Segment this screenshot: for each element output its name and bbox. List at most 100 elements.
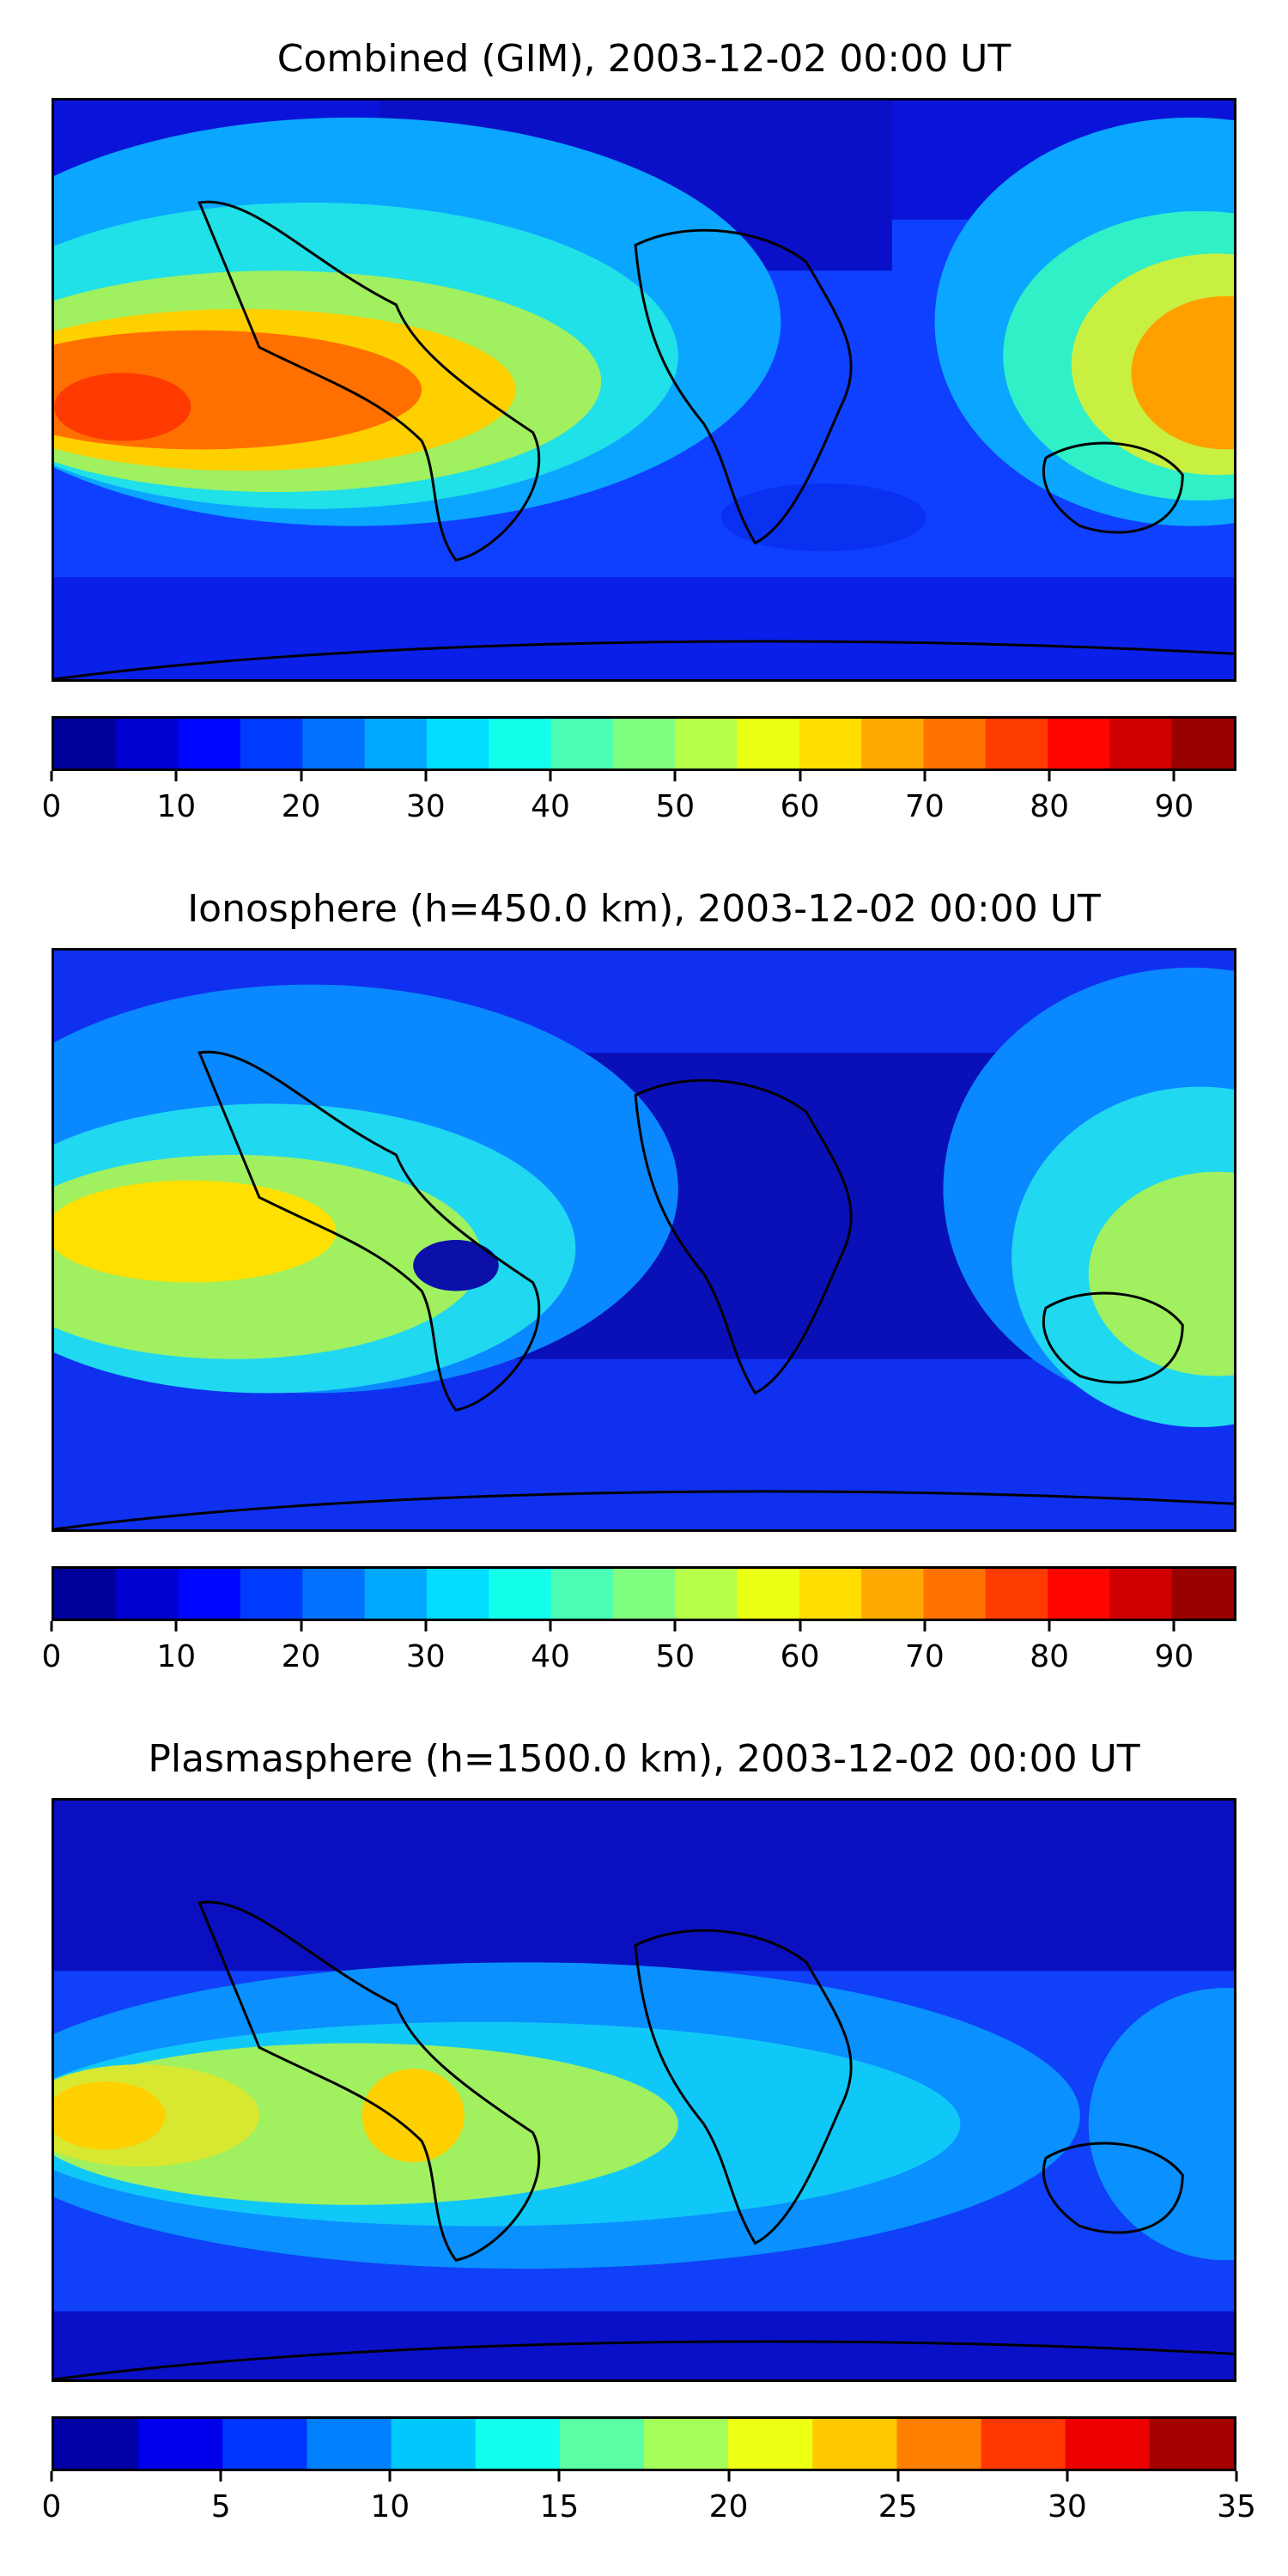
colorbar-tick	[50, 771, 53, 781]
colorbar-segment	[728, 2419, 813, 2469]
coastline-americas	[197, 200, 540, 562]
colorbar-tick-label: 10	[370, 2489, 410, 2524]
colorbar-segment	[222, 2419, 307, 2469]
colorbar-tick	[50, 2471, 53, 2482]
panel-3-colorbar-ticks: 0 5 10 15 20 25 30 35	[42, 2471, 1256, 2524]
colorbar-tick	[174, 1621, 178, 1631]
colorbar-segment	[923, 719, 987, 769]
colorbar-segment	[178, 719, 241, 769]
colorbar-tick-label: 40	[531, 789, 570, 824]
colorbar-segment	[178, 1569, 241, 1619]
colorbar-tick	[799, 771, 802, 781]
colorbar-segment	[364, 719, 428, 769]
panel-2-colorbar	[52, 1566, 1236, 1621]
colorbar-tick	[424, 771, 428, 781]
panel-3-colorbar-svg	[54, 2419, 1234, 2469]
panel-2-map	[52, 948, 1236, 1532]
panel-1-map-svg	[54, 100, 1234, 679]
panel-1-map	[52, 98, 1236, 682]
colorbar-tick-label: 60	[780, 1639, 820, 1674]
coastline-antarctica	[54, 2340, 1234, 2379]
colorbar-segment	[54, 719, 117, 769]
colorbar-tick-label: 20	[281, 789, 321, 824]
colorbar-segment	[612, 719, 676, 769]
panel-3-map	[52, 1798, 1236, 2382]
colorbar-segment	[1109, 1569, 1173, 1619]
colorbar-tick	[799, 1621, 802, 1631]
colorbar-tick-label: 0	[41, 1639, 62, 1674]
colorbar-tick	[549, 771, 552, 781]
coastline-australia	[1042, 1291, 1184, 1384]
colorbar-tick-label: 60	[780, 789, 820, 824]
crest-4-americas	[361, 2069, 465, 2163]
colorbar-tick-label: 90	[1154, 789, 1194, 824]
crest-3-east	[1131, 295, 1234, 450]
colorbar-segment	[307, 2419, 392, 2469]
colorbar-tick-label: 20	[281, 1639, 321, 1674]
colorbar-segment	[861, 1569, 924, 1619]
panel-2-colorbar-ticks: 0 10 20 30 40 50 60 70 80 90	[42, 1621, 1236, 1674]
panel-3-title: Plasmasphere (h=1500.0 km), 2003-12-02 0…	[148, 1737, 1140, 1781]
coastline-americas	[197, 1900, 540, 2262]
colorbar-tick	[549, 1621, 552, 1631]
colorbar-segment	[799, 1569, 862, 1619]
colorbar-tick	[673, 771, 677, 781]
colorbar-segment	[364, 1569, 428, 1619]
colorbar-tick-label: 15	[539, 2489, 580, 2524]
colorbar-tick-label: 40	[531, 1639, 570, 1674]
colorbar-tick-label: 90	[1154, 1639, 1194, 1674]
colorbar-segment	[1171, 719, 1234, 769]
panel-1-colorbar-ticks: 0 10 20 30 40 50 60 70 80 90	[42, 771, 1236, 824]
colorbar-tick-label: 50	[655, 789, 696, 824]
colorbar-tick-label: 70	[904, 789, 945, 824]
colorbar-segment	[54, 2419, 139, 2469]
coastline-australia	[1042, 441, 1184, 534]
colorbar-segment	[302, 719, 366, 769]
panel-1-title: Combined (GIM), 2003-12-02 00:00 UT	[276, 37, 1012, 81]
colorbar-tick	[219, 2471, 222, 2482]
colorbar-tick-label: 35	[1217, 2489, 1256, 2524]
colorbar-tick	[174, 771, 178, 781]
colorbar-segment	[1149, 2419, 1234, 2469]
colorbar-tick-label: 30	[405, 1639, 446, 1674]
colorbar-tick-label: 30	[1047, 2489, 1087, 2524]
coastline-americas	[197, 1050, 540, 1412]
colorbar-tick	[1048, 771, 1051, 781]
colorbar-tick	[557, 2471, 561, 2482]
colorbar-segment	[138, 2419, 223, 2469]
colorbar-tick	[923, 1621, 927, 1631]
colorbar-tick	[300, 1621, 303, 1631]
panel-1-colorbar-svg	[54, 719, 1234, 769]
colorbar-tick	[1172, 1621, 1176, 1631]
crest-4	[54, 2081, 166, 2150]
colorbar-segment	[612, 1569, 676, 1619]
colorbar-segment	[489, 719, 552, 769]
colorbar-tick	[727, 2471, 731, 2482]
colorbar-tick	[1066, 2471, 1069, 2482]
south-band	[54, 577, 1234, 679]
colorbar-tick-label: 5	[210, 2489, 231, 2524]
coastline-antarctica	[54, 1490, 1234, 1529]
colorbar-segment	[644, 2419, 729, 2469]
colorbar-segment	[240, 1569, 303, 1619]
colorbar-segment	[861, 719, 924, 769]
colorbar-tick	[896, 2471, 900, 2482]
panel-3-map-svg	[54, 1801, 1234, 2379]
colorbar-segment	[559, 2419, 645, 2469]
colorbar-tick-label: 20	[708, 2489, 749, 2524]
colorbar-segment	[116, 1569, 179, 1619]
colorbar-tick-label: 80	[1030, 1639, 1069, 1674]
colorbar-segment	[675, 719, 738, 769]
colorbar-tick-label: 0	[41, 2489, 62, 2524]
low-spot	[413, 1240, 499, 1291]
colorbar-segment	[426, 1569, 489, 1619]
low-patch	[720, 483, 927, 552]
colorbar-tick	[50, 1621, 53, 1631]
colorbar-tick-label: 30	[405, 789, 446, 824]
crest-5	[54, 373, 191, 441]
colorbar-tick	[923, 771, 927, 781]
colorbar-segment	[550, 719, 614, 769]
colorbar-segment	[391, 2419, 477, 2469]
colorbar-segment	[240, 719, 303, 769]
